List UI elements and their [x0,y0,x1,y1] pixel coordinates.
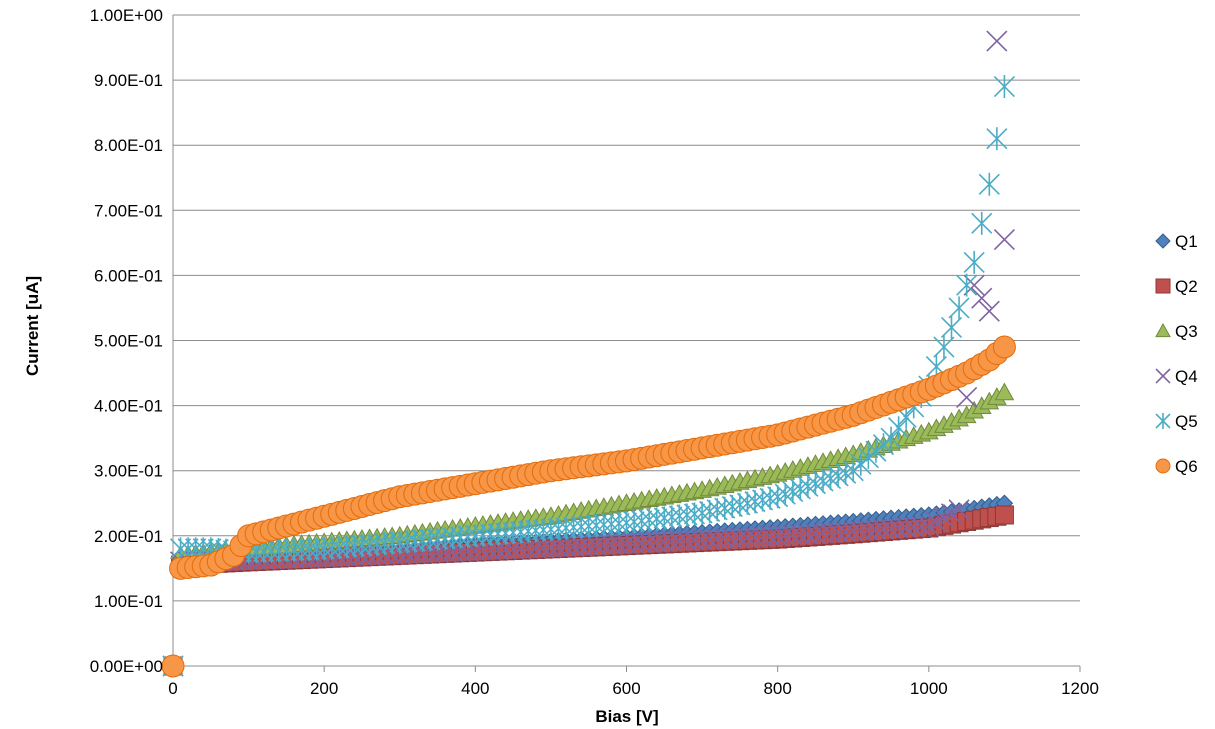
data-point-q5 [744,490,766,514]
y-tick-label: 1.00E-01 [94,592,163,611]
data-point-q5 [789,477,811,501]
data-point-q4 [993,229,1015,251]
data-point-q5 [797,474,819,498]
data-point-q5 [782,480,804,504]
legend: Q1 Q2 Q3 Q4 Q5 Q6 [1155,232,1198,476]
data-point-q4 [956,386,978,409]
data-point-q5 [721,495,743,519]
legend-label: Q1 [1175,232,1198,251]
data-point-q4 [948,499,970,521]
data-point-q4 [933,507,955,529]
data-point-q5 [986,127,1008,151]
legend-label: Q6 [1175,457,1198,476]
data-point-q5 [820,467,842,491]
series-q6 [161,335,1016,678]
y-tick-label: 8.00E-01 [94,136,163,155]
y-tick-label: 1.00E+00 [90,6,163,25]
data-point-q4 [464,540,486,562]
data-point-q5 [691,501,713,525]
legend-item-q3: Q3 [1155,322,1198,341]
data-point-q5 [948,296,970,320]
legend-marker-q6 [1155,458,1171,474]
y-axis-title: Current [uA] [23,276,42,376]
x-tick-label: 1200 [1061,679,1099,698]
data-point-q4 [525,537,547,559]
legend-marker-q2 [1155,278,1171,294]
data-point-q5 [827,464,849,488]
data-point-q4 [918,515,940,537]
legend-label: Q5 [1175,412,1198,431]
data-point-q3 [994,382,1015,401]
series-q5 [162,75,1015,678]
x-axis-title: Bias [V] [595,707,658,726]
x-tick-label: 200 [310,679,338,698]
data-point-q5 [978,172,1000,196]
data-point-q4 [396,543,418,565]
data-point-q5 [767,485,789,509]
data-point-q5 [751,488,774,512]
data-point-q5 [759,486,781,510]
data-point-q4 [389,543,411,565]
x-tick-label: 1000 [910,679,948,698]
y-tick-label: 0.00E+00 [90,657,163,676]
data-point-q4 [963,274,985,296]
y-tick-label: 6.00E-01 [94,266,163,285]
data-point-q5 [933,335,955,359]
x-tick-label: 600 [612,679,640,698]
legend-marker-q5 [1155,412,1171,430]
data-point-q5 [993,75,1015,99]
data-point-q2 [994,505,1014,525]
legend-item-q6: Q6 [1155,457,1198,476]
data-point-q4 [978,300,1000,322]
legend-item-q4: Q4 [1155,367,1198,386]
legend-marker-q1 [1155,233,1171,249]
data-point-q5 [956,273,978,297]
data-point-q5 [736,491,758,515]
data-point-q4 [910,515,932,538]
data-point-q5 [880,426,902,450]
y-tick-label: 5.00E-01 [94,332,163,351]
y-tick-label: 9.00E-01 [94,71,163,90]
data-point-q5 [835,461,857,485]
data-point-q4 [986,30,1008,52]
series-q4 [162,30,1015,677]
data-point-q4 [940,503,963,525]
data-point-q5 [729,493,751,517]
legend-item-q2: Q2 [1155,277,1198,296]
tick-labels: 0.00E+00 1.00E-01 2.00E-01 3.00E-01 4.00E-01… [90,6,1099,698]
x-tick-label: 0 [168,679,177,698]
data-point-q5 [706,498,728,522]
legend-marker-q3 [1155,322,1171,338]
data-point-q5 [812,469,834,493]
legend-label: Q4 [1175,367,1198,386]
y-tick-label: 7.00E-01 [94,201,163,220]
data-point-q5 [774,482,796,506]
legend-label: Q3 [1175,322,1198,341]
data-point-q4 [925,511,947,533]
legend-item-q1: Q1 [1155,232,1198,251]
data-point-q4 [971,287,993,309]
y-tick-label: 4.00E-01 [94,397,163,416]
y-tick-label: 2.00E-01 [94,527,163,546]
legend-item-q5: Q5 [1155,412,1198,431]
data-point-q5 [714,496,736,520]
data-point-q5 [963,250,985,274]
x-tick-label: 400 [461,679,489,698]
legend-label: Q2 [1175,277,1198,296]
data-point-q5 [699,499,721,523]
data-point-q5 [940,315,963,339]
data-series [161,30,1016,678]
data-point-q5 [804,472,827,496]
legend-marker-q4 [1155,368,1171,384]
data-point-q5 [888,416,910,440]
data-point-q5 [971,211,993,235]
data-point-q6 [992,335,1016,359]
y-tick-label: 3.00E-01 [94,462,163,481]
data-point-q6 [161,654,185,678]
x-tick-label: 800 [763,679,791,698]
